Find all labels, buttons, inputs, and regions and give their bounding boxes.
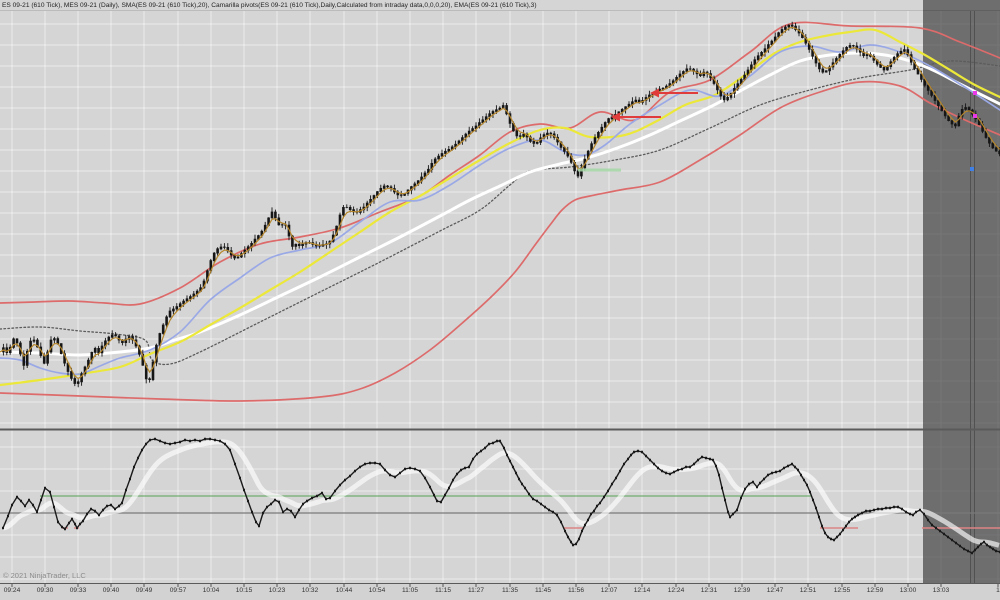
- time-label: 11:56: [567, 587, 585, 594]
- ema3-line: [0, 26, 1000, 380]
- time-label: 09:49: [135, 587, 153, 594]
- signal-dots-layer: [970, 91, 977, 171]
- time-label: 12:47: [766, 587, 784, 594]
- time-label: 11:27: [467, 587, 485, 594]
- time-label: 12:07: [600, 587, 618, 594]
- session-shade-layer: [923, 0, 1000, 583]
- time-label: 10:32: [301, 587, 319, 594]
- time-label: 12:59: [866, 587, 884, 594]
- time-label: 10:04: [202, 587, 220, 594]
- time-label: 12:31: [700, 587, 718, 594]
- yellow_ma-line: [0, 28, 1000, 387]
- ninjatrader-watermark: © 2021 NinjaTrader, LLC: [3, 571, 86, 580]
- time-label: 10:54: [368, 587, 386, 594]
- candles-layer: [0, 21, 1000, 388]
- magenta-signal-dot: [973, 114, 977, 118]
- chart-title-text: ES 09-21 (610 Tick), MES 09-21 (Daily), …: [2, 2, 537, 9]
- time-label: 09:24: [3, 587, 21, 594]
- separators-layer: [0, 10, 1000, 587]
- time-label: 12:24: [667, 587, 685, 594]
- time-axis[interactable]: 09:24 09:30 09:33 09:40 09:49 09:57 10:04 10:15…: [0, 584, 1000, 600]
- time-label: 11:05: [401, 587, 419, 594]
- band_lower_red-line: [0, 80, 1000, 402]
- time-label: 10:44: [335, 587, 353, 594]
- trade-markers-layer[interactable]: [611, 88, 698, 122]
- time-label: 12:39: [733, 587, 751, 594]
- time-label: 09:30: [36, 587, 54, 594]
- time-label: 10:23: [268, 587, 286, 594]
- band_upper_red-line: [0, 21, 1000, 306]
- chart-title-bar: ES 09-21 (610 Tick), MES 09-21 (Daily), …: [0, 0, 1000, 11]
- time-label: 13:03: [932, 587, 950, 594]
- daily_dotted-line: [0, 60, 1000, 366]
- time-label: 10:15: [235, 587, 253, 594]
- oscillator-signal-line: [2, 439, 1000, 548]
- sma20_white-line: [0, 51, 1000, 357]
- time-label: 11:15: [434, 587, 452, 594]
- time-label: 11:45: [534, 587, 552, 594]
- grid-layer: [0, 11, 1000, 583]
- time-label: 11:35: [501, 587, 519, 594]
- time-label: 12:51: [799, 587, 817, 594]
- trade-marker-arrow-icon[interactable]: [650, 88, 698, 98]
- time-label: 12:14: [633, 587, 651, 594]
- time-label: 09:33: [69, 587, 87, 594]
- oscillator-point-markers: [2, 437, 1000, 555]
- magenta-signal-dot: [973, 91, 977, 95]
- trade-marker-arrow-icon[interactable]: [611, 112, 661, 122]
- time-label: 12:55: [833, 587, 851, 594]
- time-label: 1: [996, 587, 1000, 594]
- blue-signal-dot: [970, 167, 974, 171]
- oscillator-layer[interactable]: [2, 437, 1000, 555]
- time-label: 09:57: [169, 587, 187, 594]
- time-label: 13:00: [899, 587, 917, 594]
- time-label: 09:40: [102, 587, 120, 594]
